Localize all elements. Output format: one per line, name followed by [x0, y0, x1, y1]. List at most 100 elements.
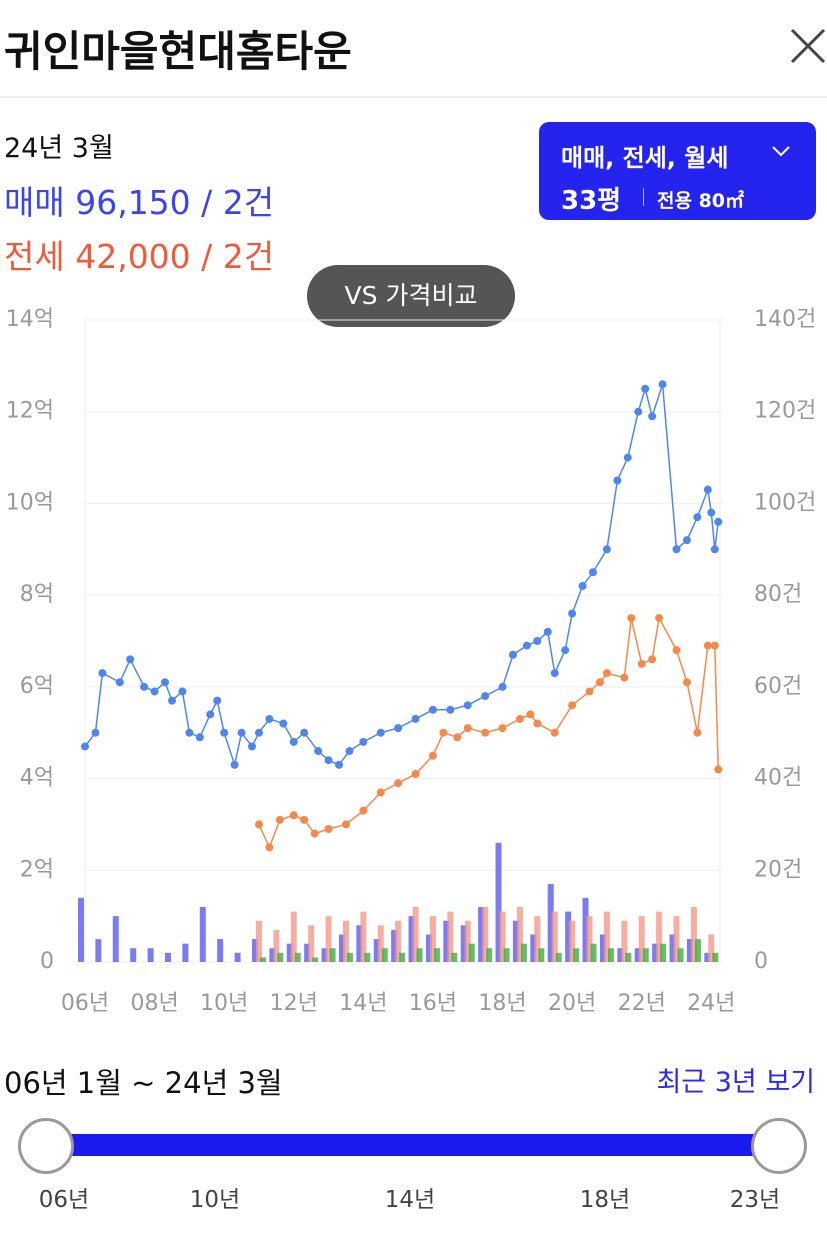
price-point: [522, 641, 531, 650]
price-point: [637, 659, 646, 668]
volume-bar: [621, 920, 628, 962]
price-point: [91, 728, 100, 737]
volume-bar: [286, 943, 293, 962]
price-point: [498, 682, 507, 691]
volume-bar: [182, 943, 189, 962]
volume-bar: [603, 911, 610, 962]
volume-bar: [690, 906, 697, 962]
volume-bar: [652, 943, 659, 962]
x-tick-label: 14년: [339, 991, 387, 1016]
volume-bar: [478, 906, 485, 962]
price-point: [714, 517, 723, 526]
volume-bar: [290, 911, 297, 962]
price-point: [220, 728, 229, 737]
volume-bar: [464, 920, 471, 962]
y2-tick-label: 0: [754, 949, 768, 974]
volume-bar: [199, 906, 206, 962]
price-point: [275, 815, 284, 824]
price-point: [394, 779, 403, 788]
price-point: [439, 728, 448, 737]
price-point: [265, 843, 274, 852]
price-point: [81, 742, 89, 751]
volume-bar: [590, 943, 597, 962]
volume-bar: [321, 948, 328, 962]
separator: [643, 188, 644, 206]
y-tick-label: 4억: [20, 766, 54, 791]
price-point: [623, 453, 632, 462]
price-point: [634, 407, 643, 416]
price-point: [533, 637, 542, 645]
volume-bar: [468, 943, 475, 962]
title: 귀인마을현대홈타운: [4, 27, 352, 76]
volume-bar: [130, 948, 137, 962]
volume-bar: [530, 934, 537, 962]
price-point: [498, 724, 507, 733]
volume-bar: [520, 943, 527, 962]
y2-tick-label: 140건: [754, 307, 816, 332]
price-point: [648, 412, 657, 421]
price-point: [98, 669, 107, 678]
price-point: [481, 728, 490, 737]
price-point: [714, 765, 723, 774]
volume-bar: [234, 952, 241, 962]
volume-bar: [555, 952, 562, 962]
chart: 0 2억 4억 6억 8억 10억 12억 14억 0 20건 40건 60건 80건 100건 120건 1…: [6, 307, 816, 1016]
price-point: [300, 728, 309, 737]
filter-button[interactable]: 매매, 전세, 월세 33평 전용 80㎡: [539, 122, 816, 220]
slider-label: 18년: [579, 1187, 631, 1213]
compare-button[interactable]: VS 가격비교: [307, 265, 515, 327]
price-point: [289, 737, 298, 746]
price-point: [345, 747, 354, 756]
price-point: [230, 760, 239, 769]
y-tick-label: 12억: [6, 399, 54, 424]
price-point: [602, 669, 611, 678]
volume-bar: [673, 916, 680, 962]
price-point: [359, 806, 368, 815]
y2-tick-label: 40건: [754, 766, 802, 791]
price-point: [682, 536, 691, 545]
volume-bar: [217, 939, 224, 962]
price-point: [428, 705, 437, 714]
volume-bar: [712, 952, 719, 962]
volume-bar: [360, 911, 367, 962]
price-point: [641, 384, 650, 393]
volume-bar: [346, 952, 353, 962]
price-point: [150, 687, 159, 696]
price-point: [648, 655, 657, 664]
volume-bar: [312, 957, 319, 962]
price-point: [394, 724, 403, 733]
volume-bar: [412, 906, 419, 962]
slider-label: 14년: [384, 1187, 436, 1213]
volume-bar: [95, 939, 102, 962]
close-button[interactable]: [790, 28, 826, 64]
slider-label: 23년: [729, 1187, 781, 1213]
price-point: [463, 701, 472, 710]
volume-bar: [617, 948, 624, 962]
volume-bar: [308, 925, 315, 962]
y2-tick-label: 60건: [754, 674, 802, 699]
price-point: [707, 508, 716, 517]
price-point: [167, 696, 176, 705]
recent-link[interactable]: 최근 3년 보기: [656, 1067, 815, 1098]
y-tick-label: 6억: [20, 674, 54, 699]
volume-bar: [486, 948, 493, 962]
volume-bar: [443, 920, 450, 962]
volume-bar: [304, 943, 311, 962]
volume-bar: [582, 897, 589, 962]
volume-bar: [704, 952, 711, 962]
price-point: [310, 829, 319, 838]
volume-bar: [677, 948, 684, 962]
price-point: [335, 760, 343, 769]
slider-handle[interactable]: [18, 1118, 74, 1174]
y-tick-label: 14억: [6, 307, 54, 332]
volume-bar: [482, 906, 489, 962]
period-range: 06년 1월 ~ 24년 3월: [4, 1066, 283, 1100]
price-point: [178, 687, 187, 696]
volume-bar: [429, 916, 436, 962]
volume-bar: [607, 948, 614, 962]
price-point: [672, 646, 681, 655]
slider-label: 10년: [189, 1187, 241, 1213]
volume-bar: [399, 952, 406, 962]
volume-bar: [569, 920, 576, 962]
slider-handle[interactable]: [751, 1118, 807, 1174]
